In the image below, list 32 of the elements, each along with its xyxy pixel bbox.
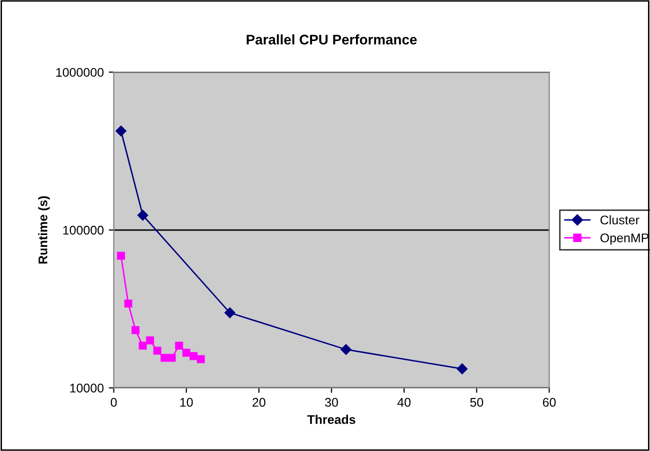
point <box>146 336 154 344</box>
point <box>456 363 468 374</box>
x-tick-label: 10 <box>180 398 193 407</box>
y-tick-label: 100000 <box>63 226 104 235</box>
point <box>137 210 148 221</box>
point <box>116 126 126 136</box>
y-tick-label: 10000 <box>70 384 104 393</box>
x-axis-title: Threads <box>307 414 356 424</box>
x-tick-label: 50 <box>470 398 484 407</box>
point <box>153 346 162 355</box>
point <box>175 342 184 350</box>
point <box>224 307 236 318</box>
point <box>160 354 169 362</box>
point <box>124 300 132 308</box>
y-tick-label: 1000000 <box>56 68 104 77</box>
point <box>138 342 147 350</box>
point <box>132 326 140 334</box>
x-tick-label: 40 <box>397 398 411 407</box>
chart-title: Parallel CPU Performance <box>246 34 417 45</box>
point <box>196 355 205 364</box>
x-tick-label: 20 <box>252 398 266 407</box>
point <box>168 354 176 362</box>
point <box>190 352 198 360</box>
point <box>182 348 190 357</box>
x-tick-label: 30 <box>325 398 338 407</box>
x-tick-label: 60 <box>542 398 556 407</box>
x-tick-label: 0 <box>110 398 117 407</box>
legend-label: Cluster <box>600 215 640 224</box>
y-axis-title: Runtime (s) <box>38 196 50 264</box>
point <box>117 252 125 260</box>
point <box>340 344 352 355</box>
legend-label: OpenMP <box>600 233 649 245</box>
